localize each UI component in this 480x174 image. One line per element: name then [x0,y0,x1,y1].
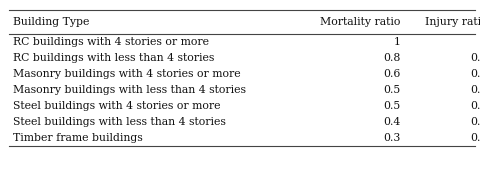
Text: 0.3: 0.3 [383,133,400,143]
Text: Masonry buildings with 4 stories or more: Masonry buildings with 4 stories or more [12,69,240,79]
Text: 0.8: 0.8 [383,53,400,63]
Text: 0.6: 0.6 [383,69,400,79]
Text: RC buildings with 4 stories or more: RC buildings with 4 stories or more [12,37,208,47]
Text: RC buildings with less than 4 stories: RC buildings with less than 4 stories [12,53,214,63]
Text: Timber frame buildings: Timber frame buildings [12,133,142,143]
Text: 1: 1 [393,37,400,47]
Text: 0.5: 0.5 [383,101,400,111]
Text: Steel buildings with less than 4 stories: Steel buildings with less than 4 stories [12,117,225,127]
Text: 0.4: 0.4 [469,69,480,79]
Text: Injury ratio: Injury ratio [424,17,480,27]
Text: Masonry buildings with less than 4 stories: Masonry buildings with less than 4 stori… [12,85,245,95]
Text: Building Type: Building Type [12,17,89,27]
Text: 0: 0 [479,37,480,47]
Text: 0.2: 0.2 [469,53,480,63]
Text: Mortality ratio: Mortality ratio [320,17,400,27]
Text: 0.4: 0.4 [469,133,480,143]
Text: 0.4: 0.4 [383,117,400,127]
Text: 0.4: 0.4 [469,117,480,127]
Text: 0.5: 0.5 [383,85,400,95]
Text: Steel buildings with 4 stories or more: Steel buildings with 4 stories or more [12,101,219,111]
Text: 0.4: 0.4 [469,101,480,111]
Text: 0.5: 0.5 [469,85,480,95]
